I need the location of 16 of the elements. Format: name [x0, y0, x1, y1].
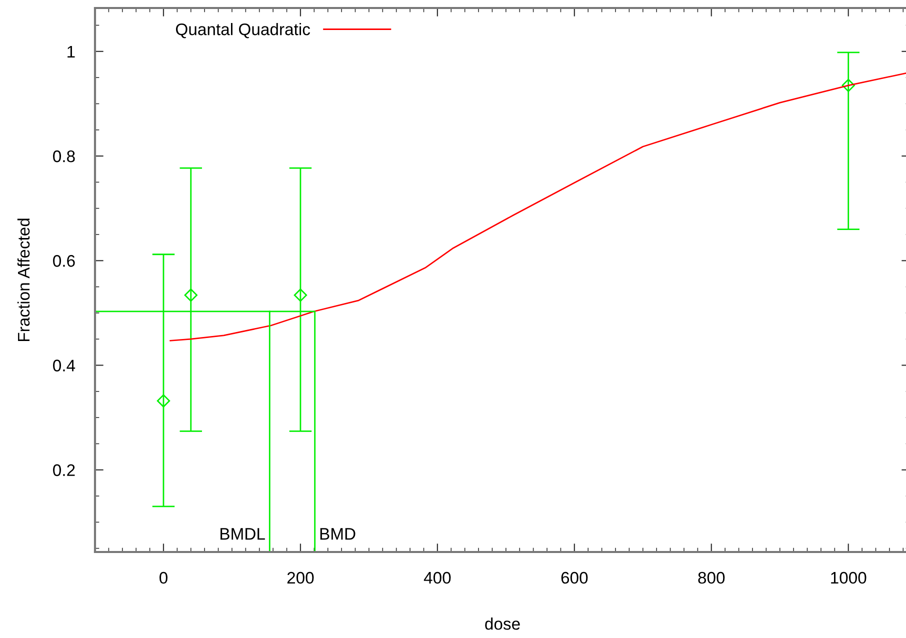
x-tick-label: 400 [424, 572, 451, 584]
y-tick-label: 0.6 [53, 255, 75, 267]
x-tick-label: 800 [698, 572, 725, 584]
y-axis-title: Fraction Affected [17, 218, 30, 342]
legend-label: Quantal Quadratic [176, 23, 310, 38]
y-tick-label: 0.4 [53, 360, 76, 372]
x-tick-label: 600 [561, 572, 588, 584]
y-tick-label: 0.2 [53, 464, 75, 476]
x-axis-title: dose [485, 618, 520, 630]
y-tick-label: 1 [68, 46, 75, 58]
annotation: BMD [320, 528, 356, 540]
annotation: BMDL [220, 528, 265, 540]
x-tick-label: 0 [160, 572, 168, 584]
x-tick-label: 1000 [831, 572, 866, 584]
y-tick-label: 0.8 [53, 150, 75, 162]
x-tick-label: 200 [287, 572, 314, 584]
